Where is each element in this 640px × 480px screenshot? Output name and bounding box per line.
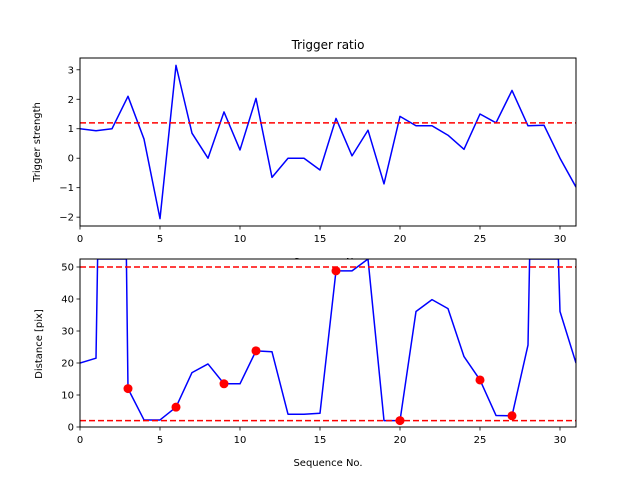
y-tick-label: 40 [61,295,74,306]
data-point [219,379,229,389]
y-tick-label: 20 [61,359,74,370]
y-axis-label: Distance [pix] [34,309,45,379]
y-tick-label: 50 [61,263,74,274]
y-axis-label: Trigger strength [32,102,43,183]
plot-area: 0 5 10 15 20 25 30 0 10 20 30 40 50 [61,258,577,446]
y-tick-label: 0 [68,423,74,434]
x-tick-label: 5 [157,234,163,245]
distance-panel: Distance [pix] Sequence No. 0 5 10 15 20 25 30… [34,258,577,469]
y-tick-label: 1 [68,124,74,135]
x-tick-label: 0 [77,435,83,446]
plot-marks [80,64,576,220]
data-point [251,346,261,356]
data-point [507,411,517,421]
x-tick-label: 30 [554,435,567,446]
x-tick-label: 25 [474,234,487,245]
x-tick-label: 15 [314,435,327,446]
axes-frame [79,258,577,428]
y-tick-label: 3 [68,65,74,76]
data-point [395,416,405,426]
y-tick-label: 10 [61,391,74,402]
x-axis-label: Sequence No. [293,458,362,469]
x-tick-label: 20 [394,435,407,446]
data-point [331,266,341,276]
y-tick-label: −1 [59,183,74,194]
data-point [475,375,485,385]
x-tick-label: 30 [554,234,567,245]
x-tick-label: 5 [157,435,163,446]
x-tick-label: 10 [234,234,247,245]
plot-marks [80,259,576,426]
data-point [123,384,133,394]
x-tick-label: 10 [234,435,247,446]
x-tick-label: 25 [474,435,487,446]
y-tick-label: −2 [59,213,74,224]
axes-frame [79,57,577,227]
data-point [171,402,181,412]
plot-area: 0 5 10 15 20 25 30 −2 −1 0 1 2 3 [59,57,577,245]
chart-title: Trigger ratio [291,38,365,52]
y-tick-label: 0 [68,154,74,165]
x-tick-label: 0 [77,234,83,245]
series-line [80,64,576,220]
x-tick-label: 15 [314,234,327,245]
y-tick-label: 2 [68,95,74,106]
y-tick-label: 30 [61,327,74,338]
x-tick-label: 20 [394,234,407,245]
